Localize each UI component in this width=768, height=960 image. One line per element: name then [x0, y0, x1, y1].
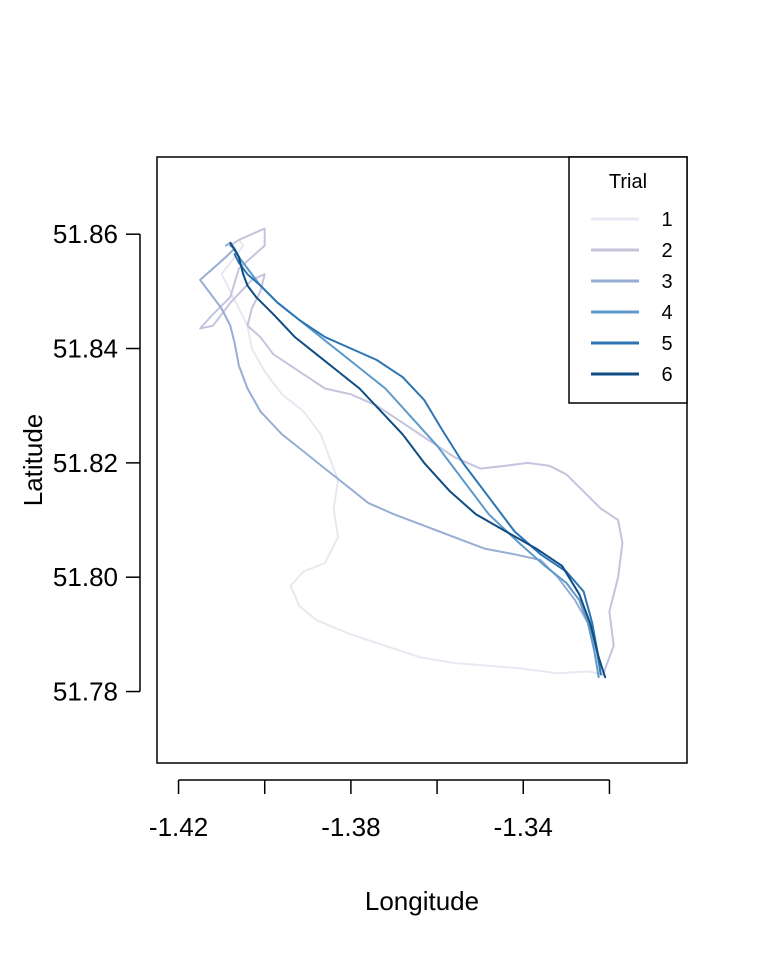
series-line-1 — [220, 238, 604, 676]
x-tick-label: -1.42 — [149, 812, 208, 842]
y-tick-label: 51.84 — [53, 334, 118, 364]
y-tick-label: 51.78 — [53, 677, 118, 707]
x-axis: -1.42 -1.38 -1.34 — [149, 779, 611, 842]
legend-label-5: 5 — [661, 333, 672, 355]
legend-items: 1 2 3 4 5 6 — [591, 209, 673, 386]
legend-label-2: 2 — [661, 240, 672, 262]
legend-title: Trial — [609, 171, 647, 193]
legend-label-3: 3 — [661, 271, 672, 293]
x-tick-label: -1.34 — [494, 812, 553, 842]
y-tick-label: 51.80 — [53, 562, 118, 592]
y-axis: 51.78 51.80 51.82 51.84 51.86 — [53, 219, 141, 707]
series-layer — [199, 227, 624, 679]
x-tick-label: -1.38 — [321, 812, 380, 842]
x-axis-title: Longitude — [365, 886, 479, 916]
series-line-2 — [199, 227, 624, 676]
y-tick-label: 51.82 — [53, 448, 118, 478]
y-axis-title: Latitude — [18, 414, 48, 507]
y-tick-label: 51.86 — [53, 219, 118, 249]
legend-label-1: 1 — [661, 209, 672, 231]
series-line-6 — [229, 241, 607, 679]
legend-label-4: 4 — [661, 302, 672, 324]
plot-frame — [156, 156, 688, 764]
series-line-4 — [229, 244, 600, 679]
legend: Trial 1 2 3 4 5 6 — [568, 156, 688, 404]
legend-label-6: 6 — [661, 364, 672, 386]
series-line-5 — [233, 253, 602, 676]
